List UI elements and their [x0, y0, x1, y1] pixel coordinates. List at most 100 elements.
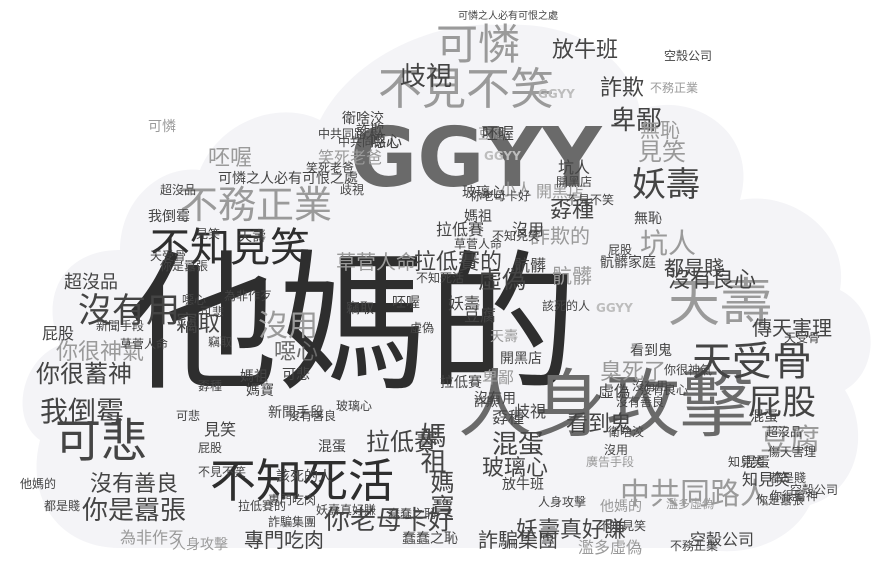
cloud-word-zhaqi3: 詐欺: [474, 395, 499, 409]
cloud-word-zhapiande: 詐欺的: [530, 224, 590, 248]
cloud-word-zhaqi: 詐欺: [600, 76, 645, 101]
cloud-word-mabao2: 媽寶: [246, 383, 274, 399]
cloud-word-meiyouyong5: 沒用: [512, 220, 545, 239]
cloud-word-ladiji3: 拉低賽: [440, 375, 482, 391]
cloud-word-kaiheidian: 開黑店: [536, 182, 585, 201]
cloud-word-xiaokeai2: 笑死老爸: [306, 161, 355, 175]
cloud-word-ggyy3: GGYY: [484, 149, 521, 163]
cloud-word-nilaomu2: 你老母卡好: [470, 189, 531, 203]
cloud-word-nihenxushen: 你很蓄神: [36, 360, 132, 388]
cloud-word-dushijian: 都是賤: [664, 256, 724, 280]
cloud-word-doufu: 豆腐: [760, 423, 820, 458]
cloud-word-kaiheidian2: 開黑店: [500, 351, 542, 367]
cloud-word-keli2: 可悲: [282, 367, 310, 383]
cloud-word-tianshou2: 天壽: [238, 229, 266, 245]
cloud-word-pigu3: 屁股: [608, 243, 633, 257]
cloud-word-jianxiao2: 見笑: [204, 420, 237, 439]
cloud-word-buwuzheng2: 不務正業: [670, 539, 719, 553]
cloud-word-fangniu2: 放牛班: [502, 477, 544, 493]
cloud-word-buzhisihuo: 不知死活: [210, 454, 394, 508]
cloud-word-buwuzheng3: 不務正業: [650, 81, 699, 95]
cloud-word-nishi2: 你是囂張: [160, 259, 209, 273]
cloud-word-kengren: 坑人: [640, 227, 697, 260]
cloud-word-hunjiou: 混蛋: [742, 455, 770, 471]
cloud-word-mabao: 媽寶: [426, 470, 454, 518]
cloud-word-guizhi: 廣告手段: [586, 455, 635, 469]
cloud-word-jiaoyang: 衛啥洨: [342, 111, 384, 127]
cloud-word-jiaoyang2: 衛啥洨: [608, 425, 645, 439]
cloud-word-meiyoushanliang2: 沒有善良: [288, 409, 337, 423]
cloud-word-ggyy4: GGYY: [538, 87, 575, 101]
cloud-word-taomu: 空殼公司: [690, 530, 755, 549]
cloud-word-renshengongji2: 人身攻擊: [172, 537, 228, 553]
cloud-word-chaomeipin2: 超沒品: [766, 425, 803, 439]
cloud-word-chuantian: 傳天害理: [752, 316, 832, 340]
cloud-word-jianxiao3: 見笑: [196, 227, 221, 241]
cloud-word-zhonggong3: 中共同路人: [338, 135, 399, 149]
cloud-word-chaomeipin3: 超沒品: [160, 183, 197, 197]
cloud-word-meiyouyong4: 沒有用: [632, 379, 669, 393]
cloud-word-tianshougu3: 天受骨: [784, 331, 821, 345]
cloud-word-xiaoji2: 濫多虛偽: [666, 497, 715, 511]
cloud-word-zhongtong2: 中共同路人: [318, 127, 379, 141]
cloud-word-angzang2: 骯髒: [514, 256, 547, 275]
cloud-word-ggyy: GGYY: [350, 111, 602, 206]
cloud-word-cuozhong: 孬種: [550, 198, 595, 223]
cloud-word-kelianzhiren: 可憐之人必有可恨之處: [218, 171, 358, 187]
cloud-word-yaoshouzhen: 妖壽真好賺: [516, 518, 627, 543]
cloud-word-qishi: 歧視: [400, 62, 453, 92]
cloud-word-nilaomu: 你老母卡好: [324, 506, 455, 536]
cloud-word-taomu3: 空殼公司: [790, 483, 839, 497]
cloud-word-pigu2: 屁股: [42, 324, 75, 343]
cloud-word-pixie3: 呸喔: [392, 295, 420, 311]
cloud-word-zhapiansong: 詐騙集團: [478, 528, 558, 552]
cloud-word-wodaomei: 我倒霉: [40, 395, 125, 428]
cloud-word-bujianbuxiao3: 不見不笑: [566, 193, 615, 207]
cloud-word-hunsan3: 混蛋: [750, 409, 778, 425]
cloud-word-keli3: 可悲: [176, 409, 201, 423]
cloud-word-yidong2: 該死的人: [542, 299, 591, 313]
cloud-word-renshengongji3: 人身攻擊: [538, 495, 587, 509]
cloud-word-chaozhou: 拉低賽: [436, 220, 485, 239]
cloud-word-wodaomei2: 我倒霉: [148, 209, 190, 225]
cloud-word-xiaoren: 小人: [500, 180, 533, 199]
cloud-word-xuwei: 虛偽: [478, 266, 526, 294]
cloud-word-ladiji4: 拉低賽的: [238, 499, 287, 513]
cloud-word-meiyouyong3: 沒有用: [474, 391, 516, 407]
cloud-word-kengren2: 坑人: [558, 158, 591, 177]
cloud-word-chuantian2: 傷天害理: [768, 445, 817, 459]
cloud-word-buzhijianxiao3: 不知見笑: [492, 229, 541, 243]
cloud-word-ladiji2: 拉低賽的: [414, 250, 503, 275]
cloud-word-hunsan2: 混蛋: [318, 439, 346, 455]
cloud-word-exin3: 噁心: [182, 293, 207, 307]
cloud-word-dushijian2: 都是賤: [770, 471, 807, 485]
cloud-word-kaiheidian3: 開黑店: [556, 175, 593, 189]
cloud-word-beibi2: 卑鄙: [482, 368, 515, 387]
cloud-word-doufu3: 豆腐: [478, 127, 506, 143]
cloud-word-qiqu3: 竊取: [208, 335, 233, 349]
cloud-word-beibi: 卑鄙: [610, 106, 663, 136]
cloud-word-meiyoushanliang3: 沒有善良: [616, 395, 665, 409]
cloud-word-ggyy2: GGYY: [596, 301, 633, 315]
cloud-word-nishi3: 你是囂張: [756, 493, 805, 507]
cloud-word-meiyoushanliang: 沒有善良: [90, 472, 179, 497]
cloud-word-wuchi2: 無恥: [634, 211, 662, 227]
cloud-word-boli2: 玻璃心: [462, 185, 504, 201]
cloud-word-keli4: 可憐: [148, 119, 176, 135]
cloud-word-qishi2: 歧視: [514, 402, 547, 421]
cloud-word-bujianbuxiao: 不見不笑: [378, 64, 554, 115]
cloud-word-keke: 可悲: [55, 414, 147, 468]
cloud-word-tianshougu: 天受骨: [692, 339, 812, 385]
cloud-word-zuotian2: 為非作歹: [224, 289, 273, 303]
cloud-word-jianxiao: 見笑: [638, 138, 686, 166]
cloud-word-exin2: 噁心: [370, 132, 403, 151]
cloud-word-boli: 玻璃心: [482, 456, 549, 481]
cloud-word-zaojian2: 草菅人命: [454, 237, 503, 251]
cloud-word-yidong: 該死的人: [276, 469, 332, 485]
cloud-word-sunqi: 蠢蠢之恥: [402, 531, 458, 547]
cloud-word-xinliao: 新聞手段: [268, 405, 324, 421]
cloud-word-cuozhong2: 孬種: [492, 408, 525, 427]
cloud-word-xuwei2: 虛偽: [598, 382, 631, 401]
cloud-word-mazu3: 媽祖: [240, 369, 268, 385]
cloud-word-yaoshouzhen2: 妖壽真好賺: [316, 503, 377, 517]
